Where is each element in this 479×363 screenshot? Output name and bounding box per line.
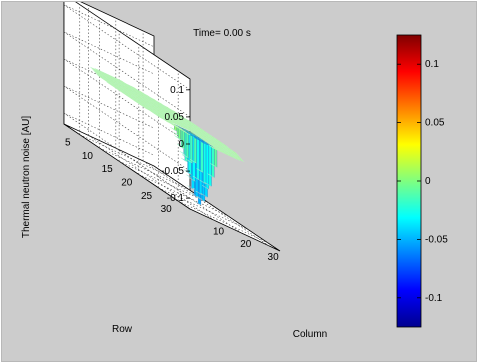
- dip-bar-side: [205, 143, 209, 190]
- chart-title: Time= 0.00 s: [193, 28, 251, 39]
- surface-cell: [204, 182, 212, 187]
- surface-cell: [232, 152, 240, 157]
- axes-3d: [63, 2, 281, 252]
- surface-cell: [200, 193, 208, 198]
- z-tick-label: 0.05: [165, 112, 185, 123]
- surface-cell: [198, 197, 205, 202]
- surface-cell: [194, 200, 202, 206]
- dip-bar-side: [193, 137, 197, 164]
- grid-line-row-floor: [79, 134, 170, 177]
- z-tick-label: -0.1: [167, 193, 185, 204]
- row-tick-label: 15: [102, 164, 114, 175]
- grid-line-z: [63, 112, 191, 199]
- grid-line-z: [63, 85, 191, 172]
- colorbar-tick-label: 0: [425, 176, 431, 187]
- grid-line-row-floor: [99, 147, 190, 191]
- colorbar-tick-label: -0.1: [425, 293, 443, 304]
- surface-plot: [90, 66, 245, 206]
- surface-cell: [207, 173, 215, 178]
- surface-cell: [233, 156, 241, 161]
- surface-cell: [235, 154, 242, 160]
- surface-cell: [233, 153, 241, 158]
- surface-cell: [210, 163, 218, 168]
- dip-bar-side: [185, 132, 189, 159]
- dip-bar-side: [200, 141, 204, 173]
- row-tick-label: 25: [141, 191, 153, 202]
- colorbar: 0.1 0.05 0 -0.05 -0.1: [396, 34, 448, 328]
- row-tick-label: 10: [82, 151, 94, 162]
- surface-cell: [236, 156, 244, 161]
- colorbar-tick-label: 0.05: [425, 118, 445, 129]
- column-tick-label: 20: [240, 239, 252, 250]
- axis-labels: 0.1 0.05 0 -0.05 -0.1 5 10 15 20 25 30 10 20 30 Therma…: [21, 85, 327, 340]
- colorbar-tick-label: 0.1: [425, 59, 439, 70]
- grid-line-z: [63, 4, 191, 91]
- surface-cell: [202, 185, 209, 190]
- column-tick-label: 10: [213, 226, 225, 237]
- dip-bar-side: [211, 146, 215, 178]
- dip-bar-side: [196, 138, 200, 181]
- grid-line-z: [63, 31, 191, 118]
- row-tick-label: 5: [65, 138, 71, 149]
- z-tick-label: 0: [178, 139, 184, 150]
- dip-bar-side: [189, 134, 193, 164]
- grid-line-col-floor: [142, 160, 270, 247]
- row-tick-label: 20: [121, 177, 133, 188]
- surface-cell: [231, 150, 239, 156]
- surface-cell: [237, 157, 245, 163]
- colorbar-tick-label: -0.05: [425, 234, 448, 245]
- surface-cell: [230, 149, 238, 154]
- column-tick-label: 30: [268, 252, 280, 263]
- row-tick-label: 30: [161, 204, 173, 215]
- grid-line-col-floor: [88, 135, 215, 221]
- z-axis-label: Thermal neutron noise [AU]: [21, 116, 32, 239]
- dip-bar-side: [203, 142, 207, 185]
- grid-line-row-floor: [178, 200, 269, 244]
- row-axis-label: Row: [112, 324, 133, 335]
- z-tick-label: 0.1: [170, 85, 184, 96]
- grid-line-row-floor: [118, 160, 210, 204]
- column-axis-label: Column: [293, 329, 327, 340]
- dip-bar-side: [208, 145, 212, 187]
- grid-line-row-floor: [158, 187, 249, 231]
- z-tick-label: -0.05: [161, 166, 184, 177]
- dip-bar-side: [214, 147, 218, 168]
- grid-line-row-floor: [138, 174, 229, 217]
- surface-cell: [221, 142, 228, 148]
